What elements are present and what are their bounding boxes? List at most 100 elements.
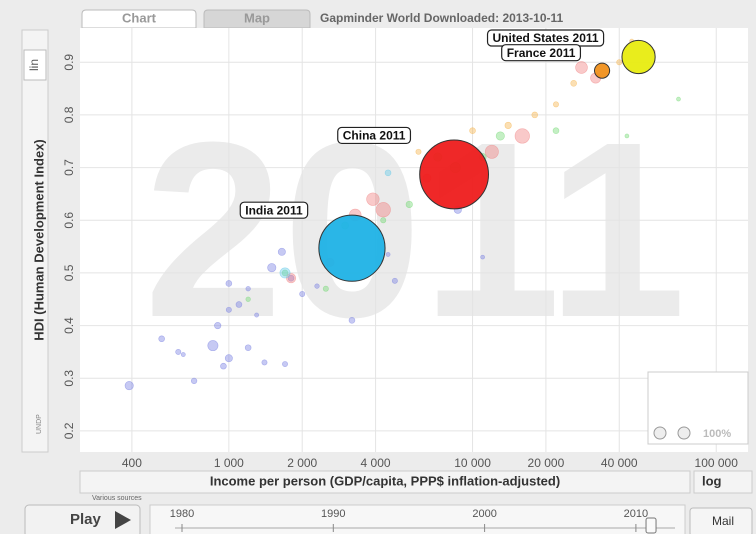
callout-box [239,201,309,219]
bubble-callout: China 2011 [337,126,412,145]
bubble [225,306,232,313]
timeline[interactable] [149,504,686,534]
bubble [299,291,306,297]
bubble [348,317,356,324]
bubble-callout: United States 2011 [486,29,605,47]
map-tab-label[interactable]: Map [244,10,270,25]
x-axis-label: Income per person (GDP/capita, PPP$ infl… [210,473,560,488]
bubble [220,362,227,370]
bubble [318,214,386,282]
bubble [180,352,186,357]
bubble [224,354,233,363]
bubble [391,277,398,284]
bubble [190,377,198,385]
play-icon [115,511,131,529]
bubble-callout: India 2011 [239,201,309,219]
bubble [254,312,260,318]
bubble [384,169,392,177]
bubble [175,348,182,355]
bubble [261,359,268,366]
bubble [553,101,559,108]
map-tab[interactable] [203,9,311,29]
callout-label: China 2011 [343,129,406,143]
bubble [235,301,243,308]
chart-tab[interactable] [81,9,197,29]
y-tick-label: 0.6 [62,212,76,229]
x-tick-label: 40 000 [601,456,638,470]
timeline-label: 1990 [321,508,345,520]
timeline-label: 2010 [624,508,648,520]
bubble [244,344,252,351]
bubble [480,254,485,260]
bubble [514,128,530,144]
x-tick-label: 1 000 [214,456,244,470]
bubble [375,202,391,218]
play-button[interactable] [24,504,141,534]
bubble [207,340,219,352]
bubble [267,263,277,273]
bubble [419,139,490,210]
bubble [504,121,512,129]
y-tick-label: 0.3 [62,370,76,387]
bubble [616,59,623,66]
bubble [124,381,134,391]
x-scale-label[interactable]: log [702,473,722,488]
x-indicator-selector[interactable] [79,470,691,494]
mail-button[interactable] [689,507,753,534]
chart-tab-label[interactable]: Chart [122,10,157,25]
y-tick-label: 0.2 [62,422,76,439]
bubble [676,96,681,102]
zoom-out[interactable] [677,426,691,440]
bubble [245,286,251,292]
play-label[interactable]: Play [70,511,102,528]
bubble [279,267,291,279]
bubble [245,296,251,302]
bubble [552,127,560,134]
callout-label: France 2011 [507,46,576,60]
bubble [366,192,380,206]
callout-label: India 2011 [245,203,303,217]
y-source: UNDP [36,414,43,434]
y-axis-panel [21,29,49,453]
y-tick-label: 0.4 [62,317,76,334]
year-watermark: 2011 [144,90,686,369]
bubble [322,285,329,292]
timeline-handle [645,517,657,534]
bubble [158,335,165,343]
y-scale-selector[interactable] [23,49,47,81]
callout-box [501,44,582,62]
bubble [495,131,505,141]
timeline-label: 1980 [170,508,194,520]
y-scale-label[interactable]: lin [27,59,41,71]
x-tick-label: 20 000 [528,456,565,470]
x-tick-label: 100 000 [695,456,739,470]
callout-box [337,126,412,145]
mail-label[interactable]: Mail [712,514,734,528]
x-tick-label: 400 [122,456,142,470]
y-tick-label: 0.8 [62,106,76,123]
bubble [380,217,387,224]
bubble [531,111,539,119]
bubble [484,144,499,159]
callout-label: United States 2011 [493,31,599,45]
x-scale-selector[interactable] [693,470,753,494]
x-tick-label: 4 000 [361,456,391,470]
bubble [575,61,588,74]
y-tick-label: 0.7 [62,159,76,176]
bubble [469,127,476,134]
bubble [281,269,289,277]
x-tick-label: 2 000 [287,456,317,470]
y-tick-label: 0.9 [62,54,76,71]
zoom-in[interactable] [653,426,667,440]
bubble [314,283,320,289]
bubble [570,80,577,87]
zoom-label: 100% [703,428,731,440]
bubble [225,280,233,287]
bubble [287,274,295,282]
y-axis-label: HDI (Human Development Index) [31,139,46,341]
x-source: Various sources [92,495,142,502]
bubble [593,62,611,79]
bubble [277,247,286,256]
bubble [624,133,630,139]
